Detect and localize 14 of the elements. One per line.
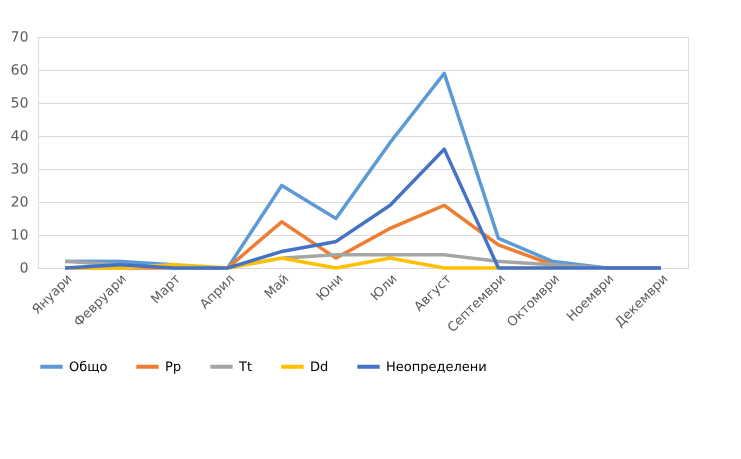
y-tick-label: 0 <box>20 260 28 276</box>
legend-label: Неопределени <box>386 360 487 375</box>
y-tick-label: 10 <box>10 228 28 244</box>
legend-label: Tt <box>238 360 252 375</box>
y-tick-label: 50 <box>10 96 28 112</box>
y-tick-label: 30 <box>10 162 28 178</box>
y-tick-label: 40 <box>10 128 28 144</box>
legend-label: Общо <box>69 360 108 375</box>
y-tick-label: 60 <box>10 62 28 78</box>
legend-label: Pp <box>165 360 182 375</box>
line-series <box>63 147 663 270</box>
legend-label: Dd <box>310 360 328 375</box>
y-tick-label: 70 <box>10 30 28 46</box>
y-tick-label: 20 <box>10 194 28 210</box>
